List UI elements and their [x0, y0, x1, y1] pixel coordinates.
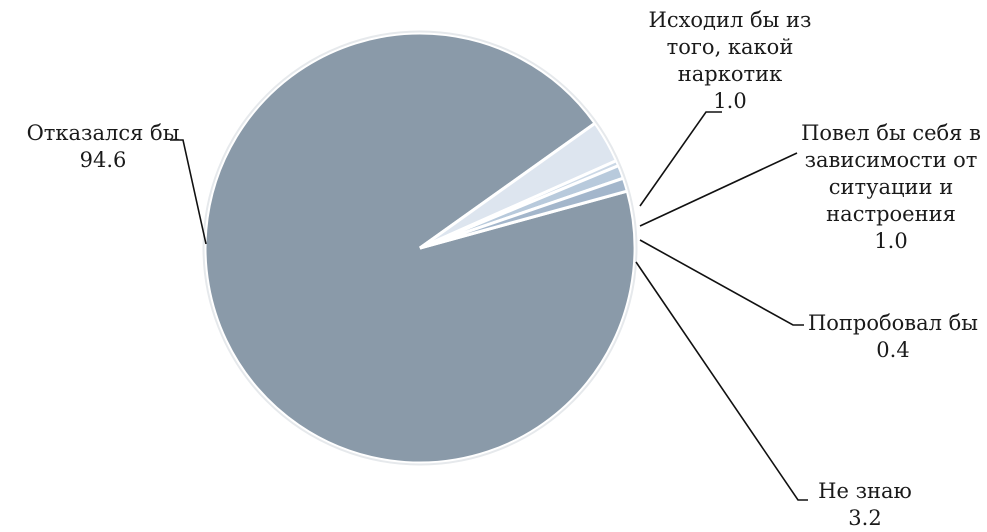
slice-label-value: 3.2: [848, 506, 882, 530]
slice-label-value: 0.4: [876, 338, 910, 362]
pie-rim: [202, 30, 638, 466]
slice-label-line: Не знаю: [818, 479, 912, 503]
pie-slice-1: [419, 176, 630, 250]
slice-label-line: Исходил бы из: [648, 8, 812, 32]
slice-label-value: 1.0: [874, 229, 908, 253]
leader-line-3: [639, 239, 804, 326]
slice-label-line: настроения: [826, 202, 956, 226]
leader-line-2: [639, 152, 798, 227]
slice-label-otkazalsya: Отказался бы 94.6: [8, 120, 198, 174]
slice-label-line: Попробовал бы: [807, 311, 979, 335]
slice-label-name: Исходил бы из того, какой наркотик: [640, 7, 820, 88]
slice-label-poproboval: Попробовал бы 0.4: [802, 310, 984, 364]
slice-label-value: 1.0: [713, 89, 747, 113]
slice-label-line: Отказался бы: [26, 121, 180, 145]
slice-label-name: Не знаю: [800, 478, 930, 505]
slice-label-line: наркотик: [677, 62, 783, 86]
slice-label-name: Попробовал бы: [802, 310, 984, 337]
slice-label-line: того, какой: [666, 35, 794, 59]
leader-line-1: [639, 111, 722, 207]
slice-label-ne-znayu: Не знаю 3.2: [800, 478, 930, 532]
slice-label-line: зависимости от: [804, 148, 978, 172]
leader-line-4: [635, 261, 808, 501]
slice-label-line: ситуации и: [828, 175, 954, 199]
slice-label-name: Повел бы себя в зависимости от ситуации и н…: [797, 120, 985, 228]
slice-label-name: Отказался бы: [8, 120, 198, 147]
slice-label-line: Повел бы себя в: [801, 121, 981, 145]
leader-line-0: [170, 139, 207, 245]
slice-label-iskhodil: Исходил бы из того, какой наркотик 1.0: [640, 7, 820, 115]
slice-label-povel: Повел бы себя в зависимости от ситуации и н…: [797, 120, 985, 255]
slice-label-value: 94.6: [79, 148, 127, 172]
